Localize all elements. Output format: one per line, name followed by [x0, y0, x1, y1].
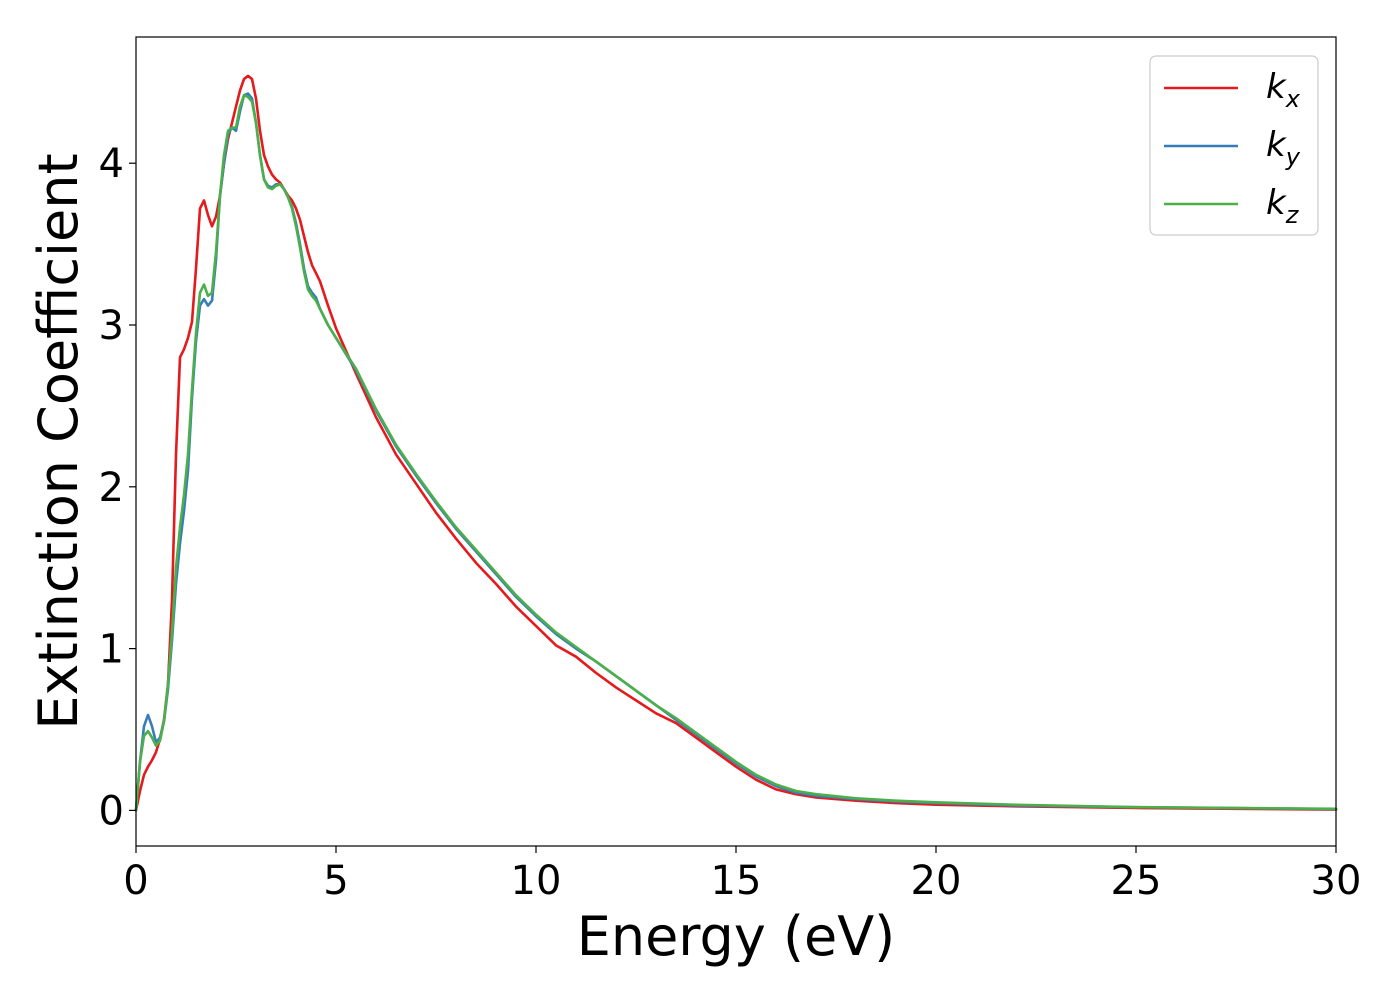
- x-tick-label: 0: [123, 858, 148, 904]
- y-tick-label: 3: [99, 303, 124, 349]
- legend-entry-kz: kz: [1164, 183, 1300, 229]
- legend-label-subscript: y: [1285, 143, 1301, 171]
- legend-label: kx: [1266, 67, 1301, 113]
- y-tick-label: 0: [99, 788, 124, 834]
- legend-entry-kx: kx: [1164, 67, 1301, 113]
- y-axis-title: Extinction Coefficient: [27, 153, 90, 729]
- x-axis-title: Energy (eV): [577, 905, 896, 968]
- series-line-kz: [134, 93, 1338, 812]
- x-tick-label: 30: [1311, 858, 1362, 904]
- legend-label-main: k: [1266, 125, 1287, 165]
- legend-entry-ky: ky: [1164, 125, 1301, 171]
- series-line-kx: [134, 74, 1338, 812]
- x-tick-label: 20: [911, 858, 962, 904]
- legend-label: ky: [1266, 125, 1301, 171]
- legend-label-subscript: x: [1285, 85, 1301, 113]
- x-tick-label: 5: [323, 858, 348, 904]
- plot-lines: [134, 74, 1338, 812]
- y-tick-label: 4: [99, 141, 124, 187]
- y-tick-label: 1: [99, 627, 124, 673]
- x-axis: 0 5 10 15 20 25 30: [123, 846, 1361, 904]
- y-axis: 0 1 2 3 4: [99, 141, 136, 834]
- y-tick-label: 2: [99, 465, 124, 511]
- legend-label-main: k: [1266, 183, 1287, 223]
- x-tick-label: 10: [511, 858, 562, 904]
- x-tick-label: 25: [1111, 858, 1162, 904]
- legend-label-main: k: [1266, 67, 1287, 107]
- x-tick-label: 15: [711, 858, 762, 904]
- legend-label: kz: [1266, 183, 1300, 229]
- legend-label-subscript: z: [1285, 201, 1300, 229]
